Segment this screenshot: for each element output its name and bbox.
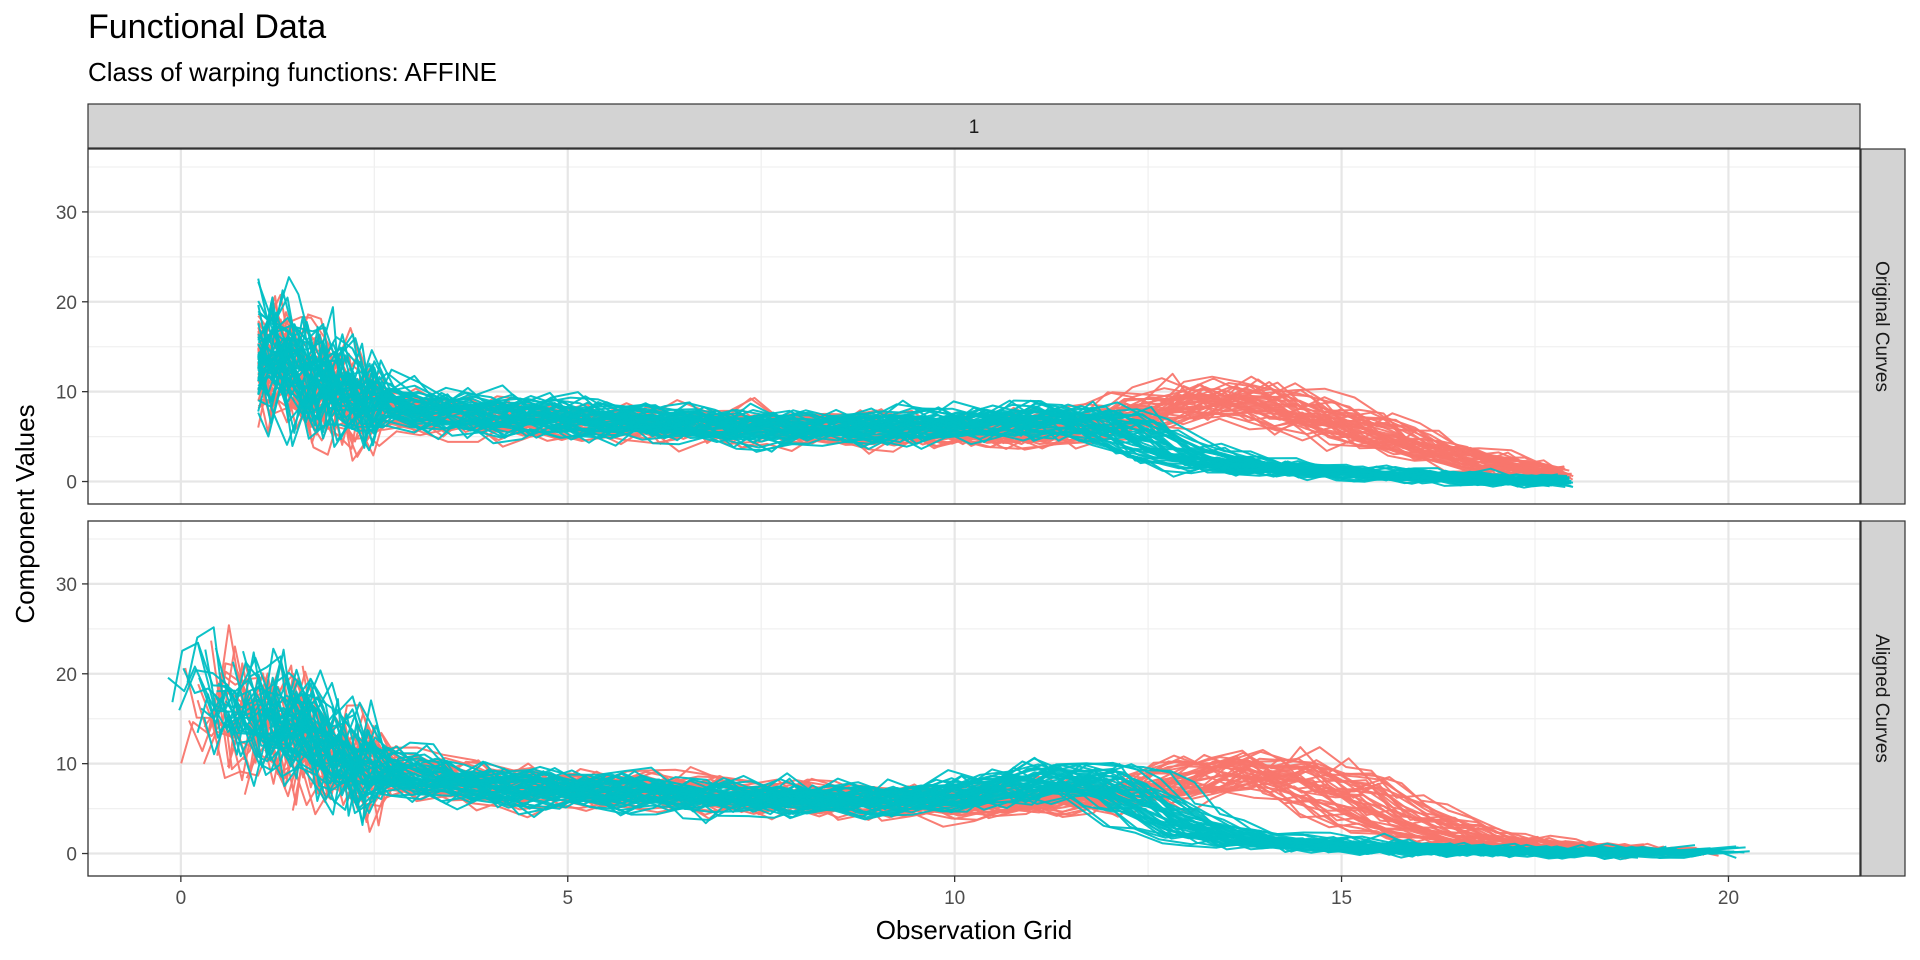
row-strip	[1860, 520, 1906, 877]
chart-subtitle: Class of warping functions: AFFINE	[88, 57, 497, 87]
x-tick-label: 20	[1718, 888, 1739, 909]
panel-background	[88, 521, 1860, 876]
column-strip-label: 1	[969, 117, 980, 138]
x-axis-title: Observation Grid	[876, 915, 1073, 945]
panel-aligned: Aligned Curves 0 10 20 30	[56, 520, 1906, 877]
curve-teal	[257, 336, 1562, 486]
panel-original: Original Curves 0 10 20 30	[56, 148, 1906, 505]
chart-title: Functional Data	[88, 8, 326, 46]
y-tick-label: 30	[56, 203, 77, 224]
panel-border	[87, 148, 1861, 505]
panel-background	[88, 149, 1860, 504]
curve-teal	[257, 362, 1568, 485]
x-tick-label: 15	[1331, 888, 1352, 909]
y-tick-label: 20	[56, 665, 77, 686]
curve-teal	[242, 650, 1622, 857]
panel-border	[87, 520, 1861, 877]
y-tick-label: 0	[66, 845, 77, 866]
curves-group	[167, 624, 1750, 861]
row-strip-label: Original Curves	[1871, 261, 1892, 392]
y-tick-label: 10	[56, 755, 77, 776]
row-strip-label: Aligned Curves	[1871, 634, 1892, 763]
curve-teal	[257, 321, 1547, 479]
y-tick-label: 0	[66, 473, 77, 494]
curves-group	[257, 276, 1574, 489]
x-tick-label: 5	[562, 888, 573, 909]
y-tick-label: 20	[56, 293, 77, 314]
curve-teal	[279, 659, 1674, 853]
x-tick-label: 0	[176, 888, 187, 909]
y-tick-label: 10	[56, 383, 77, 404]
curve-teal	[196, 693, 1622, 858]
curve-teal	[200, 684, 1718, 860]
column-strip: 1	[87, 103, 1861, 149]
x-tick-label: 10	[944, 888, 965, 909]
y-axis-title: Component Values	[10, 404, 40, 623]
y-tick-label: 30	[56, 575, 77, 596]
row-strip	[1860, 148, 1906, 505]
